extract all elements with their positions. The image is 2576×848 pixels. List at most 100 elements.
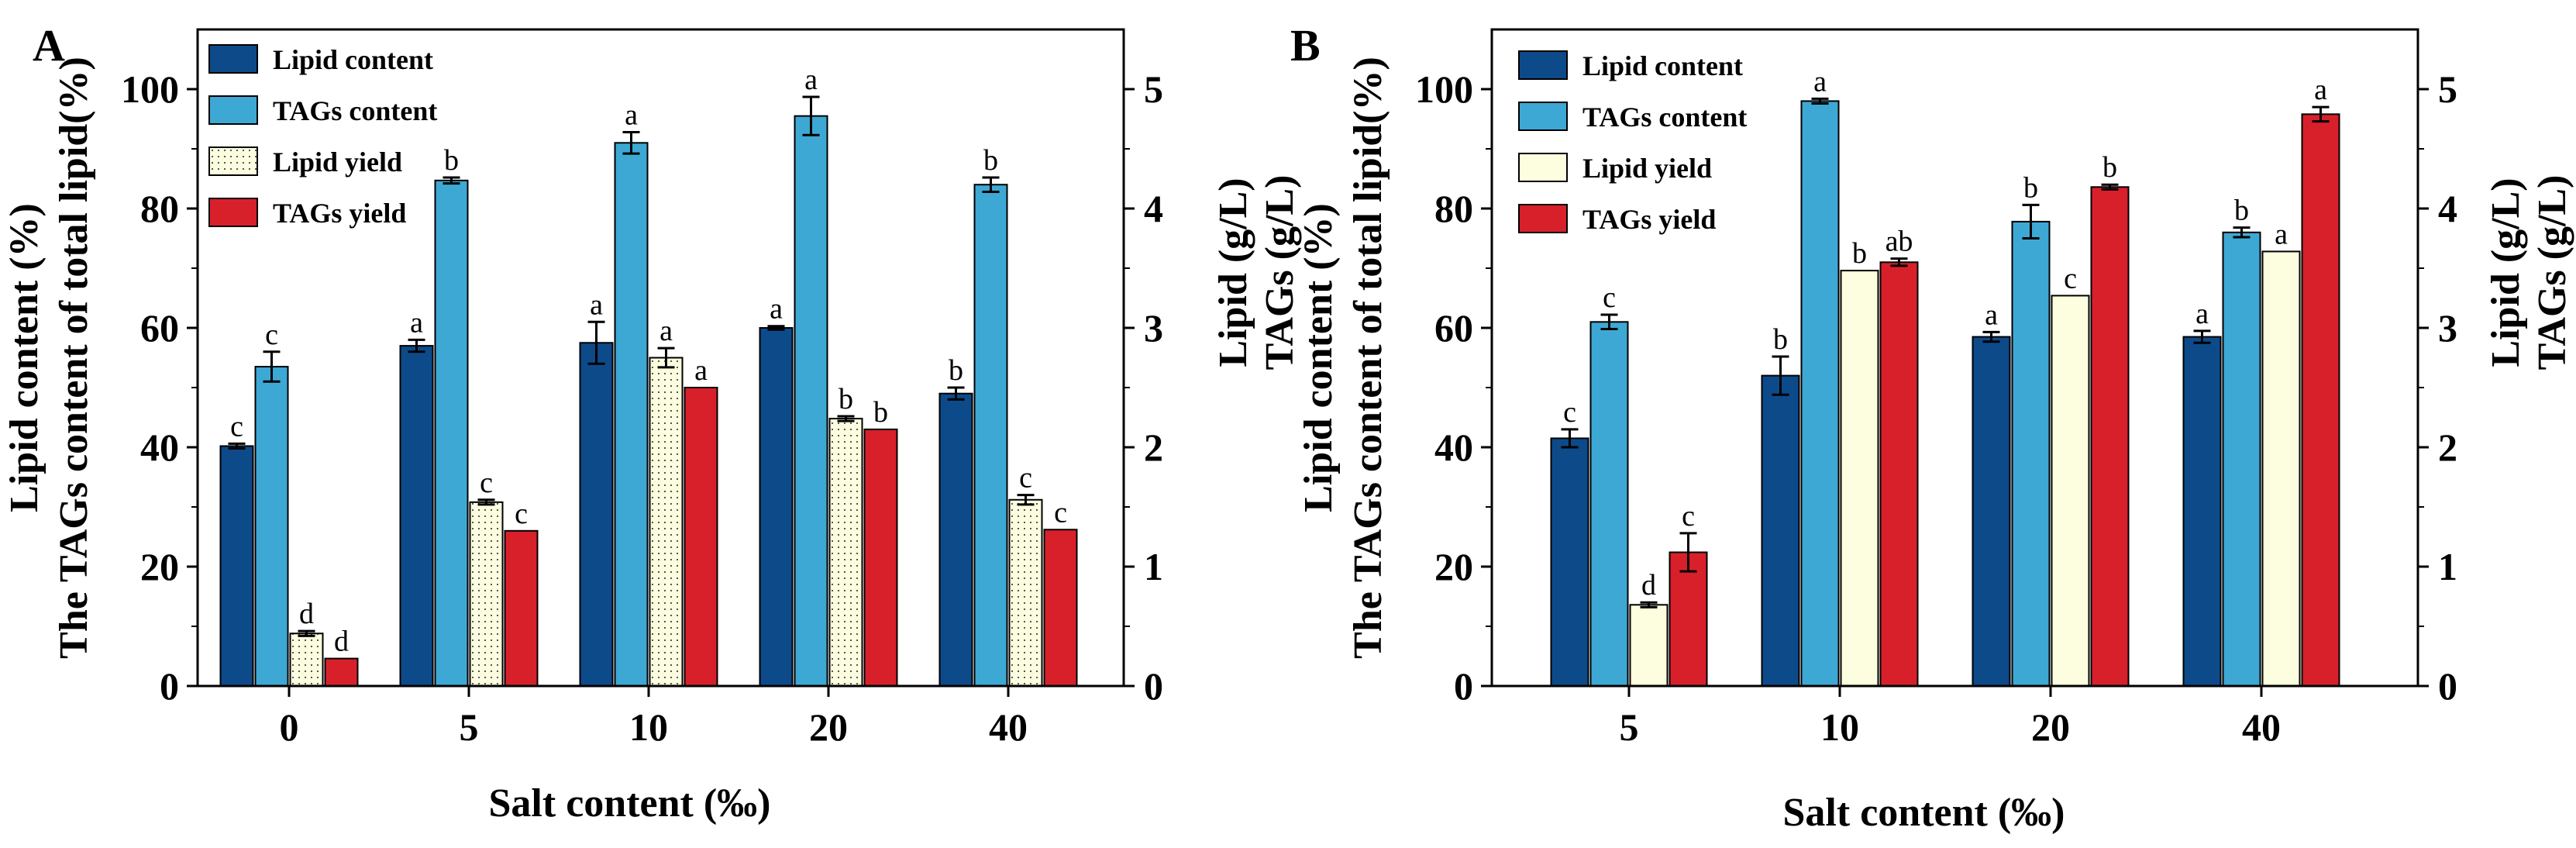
x-tick-label: 40 bbox=[989, 705, 1028, 749]
bar-lipid-content bbox=[1550, 437, 1589, 687]
y-left-axis-title: Lipid content (%) bbox=[2, 203, 46, 512]
bar-tags-content bbox=[254, 366, 289, 687]
y-left-tick-label: 0 bbox=[160, 664, 179, 708]
plot-frame bbox=[196, 28, 1125, 688]
significance-letter: b bbox=[2023, 171, 2038, 204]
bar-tags-content bbox=[794, 115, 828, 687]
x-tick-label: 20 bbox=[809, 705, 848, 749]
bar-lipid-yield bbox=[2261, 250, 2301, 687]
significance-letter: b bbox=[1773, 323, 1788, 356]
significance-letter: c bbox=[1682, 500, 1695, 533]
legend-label: TAGs content bbox=[273, 95, 437, 126]
bar-tags-yield bbox=[1879, 261, 1919, 687]
bar-tags-yield bbox=[504, 529, 539, 687]
bar-lipid-content bbox=[399, 345, 434, 687]
bar-tags-yield bbox=[1669, 551, 1708, 688]
legend-swatch bbox=[208, 44, 258, 74]
significance-letter: ab bbox=[1886, 226, 1913, 258]
y-left-axis-title: The TAGs content of total lipid(%) bbox=[1346, 57, 1390, 659]
bar-lipid-content bbox=[759, 327, 794, 687]
bar-lipid-content bbox=[938, 392, 973, 687]
significance-letter: b bbox=[839, 383, 853, 415]
bar-lipid-yield bbox=[828, 418, 863, 687]
bar-tags-yield bbox=[324, 657, 359, 688]
y-left-tick-label: 40 bbox=[140, 426, 179, 469]
y-left-tick-label: 80 bbox=[1434, 187, 1473, 230]
x-axis-title: Salt content (‰) bbox=[489, 781, 771, 826]
significance-letter: a bbox=[804, 64, 818, 96]
x-tick-label: 5 bbox=[460, 705, 479, 749]
significance-letter: c bbox=[1563, 396, 1576, 429]
y-left-tick-label: 100 bbox=[121, 67, 179, 111]
legend: Lipid content TAGs content Lipid yield TAGs… bbox=[208, 44, 437, 229]
legend-label: Lipid content bbox=[1582, 50, 1743, 81]
x-tick-label: 5 bbox=[1620, 705, 1639, 749]
bar-tags-content bbox=[614, 142, 649, 688]
significance-letter: d bbox=[334, 626, 349, 658]
legend-swatch bbox=[1518, 102, 1568, 131]
legend-swatch bbox=[208, 95, 258, 125]
significance-letter: c bbox=[515, 498, 528, 530]
significance-letter: b bbox=[1852, 237, 1867, 270]
significance-letter: a bbox=[659, 315, 673, 347]
significance-letter: d bbox=[299, 598, 314, 630]
y-left-tick-label: 100 bbox=[1415, 67, 1473, 111]
bar-tags-content bbox=[434, 179, 469, 687]
x-tick-label: 10 bbox=[629, 705, 668, 749]
legend-swatch bbox=[1518, 204, 1568, 233]
legend-swatch bbox=[208, 198, 258, 227]
bar-lipid-content bbox=[1761, 374, 1800, 687]
y-left-tick-label: 80 bbox=[140, 187, 179, 230]
significance-letter: b bbox=[444, 144, 459, 177]
legend-swatch bbox=[1518, 50, 1568, 80]
significance-letter: a bbox=[770, 293, 783, 326]
y-right-tick-label: 5 bbox=[2438, 67, 2457, 111]
significance-letter: b bbox=[949, 354, 963, 387]
bar-tags-yield bbox=[1043, 529, 1078, 688]
bar-tags-content bbox=[973, 184, 1008, 687]
y-right-tick-label: 3 bbox=[1144, 306, 1163, 350]
significance-letter: d bbox=[1641, 569, 1656, 602]
y-right-tick-label: 1 bbox=[1144, 545, 1163, 588]
bar-lipid-yield bbox=[649, 357, 684, 687]
bar-lipid-yield bbox=[1840, 270, 1879, 687]
y-right-tick-label: 4 bbox=[1144, 187, 1163, 230]
bar-lipid-content bbox=[2182, 336, 2222, 687]
y-right-tick-label: 2 bbox=[1144, 426, 1163, 469]
plot-frame bbox=[1490, 28, 2419, 688]
legend-swatch bbox=[1518, 153, 1568, 182]
bar-lipid-yield bbox=[1008, 498, 1043, 688]
bar-lipid-yield bbox=[2051, 295, 2090, 687]
y-right-tick-label: 3 bbox=[2438, 306, 2457, 350]
significance-letter: c bbox=[1054, 496, 1067, 529]
y-left-axis-title: Lipid content (%) bbox=[1297, 203, 1341, 512]
x-axis-title: Salt content (‰) bbox=[1783, 791, 2065, 835]
bar-lipid-yield bbox=[469, 501, 504, 688]
panel-letter: A bbox=[33, 20, 65, 71]
significance-letter: a bbox=[590, 288, 603, 321]
bar-tags-content bbox=[1800, 100, 1840, 687]
bar-lipid-content bbox=[579, 342, 614, 687]
y-left-tick-label: 60 bbox=[140, 306, 179, 350]
bar-lipid-content bbox=[219, 445, 254, 688]
y-right-tick-label: 1 bbox=[2438, 545, 2457, 588]
bar-tags-content bbox=[1589, 321, 1629, 687]
y-right-axis-title: Lipid (g/L) bbox=[2484, 178, 2528, 367]
panel-letter: B bbox=[1290, 20, 1321, 71]
significance-letter: b bbox=[2102, 151, 2117, 184]
significance-letter: a bbox=[2275, 218, 2288, 250]
significance-letter: a bbox=[410, 306, 423, 339]
y-left-tick-label: 40 bbox=[1434, 426, 1473, 469]
legend-label: Lipid yield bbox=[273, 147, 402, 178]
significance-letter: c bbox=[480, 467, 493, 499]
bar-lipid-yield bbox=[289, 633, 324, 687]
bar-tags-yield bbox=[2301, 113, 2340, 687]
x-tick-label: 20 bbox=[2031, 705, 2070, 749]
bar-lipid-content bbox=[1972, 336, 2011, 687]
legend-label: TAGs yield bbox=[1582, 204, 1716, 235]
y-right-axis-title: TAGs (g/L) bbox=[2530, 175, 2574, 371]
significance-letter: c bbox=[1019, 462, 1032, 495]
